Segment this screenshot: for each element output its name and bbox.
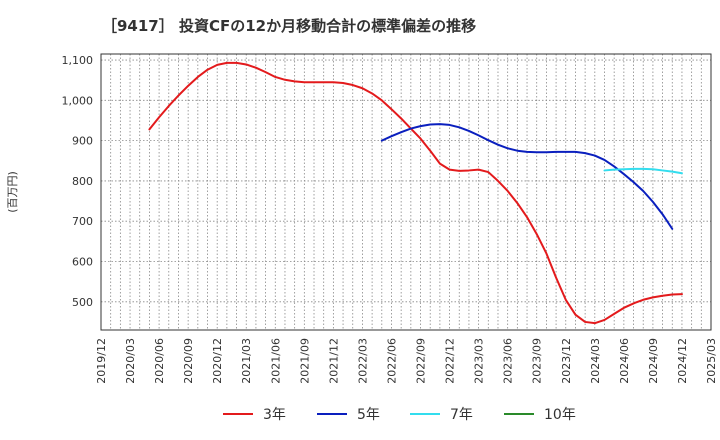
y-axis-ticks: 500 600 700 800 900 1,000 1,100 bbox=[62, 54, 94, 309]
legend-label: 3年 bbox=[263, 407, 286, 423]
x-tick-label: 2022/03 bbox=[356, 338, 369, 384]
y-axis-label: (百万円) bbox=[6, 171, 19, 213]
legend-label: 7年 bbox=[450, 407, 473, 423]
plot-frame bbox=[100, 53, 712, 331]
legend-item: 10年 bbox=[504, 407, 576, 423]
x-tick-label: 2024/06 bbox=[618, 338, 631, 384]
x-tick-label: 2019/12 bbox=[95, 338, 108, 384]
x-tick-label: 2020/06 bbox=[153, 338, 166, 384]
x-tick-label: 2021/03 bbox=[240, 338, 253, 384]
x-tick-label: 2024/12 bbox=[676, 338, 689, 384]
legend-item: 5年 bbox=[317, 407, 380, 423]
x-tick-label: 2023/06 bbox=[502, 338, 515, 384]
y-tick-label: 500 bbox=[72, 296, 93, 309]
chart-title: ［9417］ 投資CFの12か月移動合計の標準偏差の推移 bbox=[102, 17, 476, 35]
x-tick-label: 2024/03 bbox=[589, 338, 602, 384]
y-tick-label: 1,000 bbox=[62, 94, 94, 107]
legend-label: 5年 bbox=[357, 407, 380, 423]
x-tick-label: 2021/12 bbox=[327, 338, 340, 384]
y-tick-label: 700 bbox=[72, 215, 93, 228]
series-layer bbox=[148, 61, 683, 325]
grid bbox=[100, 54, 712, 330]
series-line-5年 bbox=[380, 123, 674, 230]
y-tick-label: 800 bbox=[72, 175, 93, 188]
x-tick-label: 2025/03 bbox=[705, 338, 718, 384]
x-axis-ticks: 2019/12 2020/03 2020/06 2020/09 2020/12 2021/… bbox=[95, 338, 718, 384]
y-tick-label: 900 bbox=[72, 135, 93, 148]
legend-label: 10年 bbox=[544, 407, 576, 423]
x-tick-label: 2021/06 bbox=[269, 338, 282, 384]
x-tick-label: 2020/12 bbox=[211, 338, 224, 384]
x-tick-label: 2022/12 bbox=[444, 338, 457, 384]
x-tick-label: 2023/09 bbox=[531, 338, 544, 384]
legend-item: 7年 bbox=[410, 407, 473, 423]
y-tick-label: 1,100 bbox=[62, 54, 94, 67]
x-tick-label: 2020/03 bbox=[124, 338, 137, 384]
legend-item: 3年 bbox=[223, 407, 286, 423]
x-tick-label: 2024/09 bbox=[647, 338, 660, 384]
x-tick-label: 2021/09 bbox=[298, 338, 311, 384]
x-tick-label: 2022/09 bbox=[415, 338, 428, 384]
legend: 3年 5年 7年 10年 bbox=[223, 407, 576, 423]
x-tick-label: 2020/09 bbox=[182, 338, 195, 384]
x-tick-label: 2022/06 bbox=[385, 338, 398, 384]
x-tick-label: 2023/12 bbox=[560, 338, 573, 384]
x-tick-label: 2023/03 bbox=[473, 338, 486, 384]
y-tick-label: 600 bbox=[72, 256, 93, 269]
series-line-3年 bbox=[148, 61, 683, 325]
series-line-7年 bbox=[603, 167, 683, 175]
